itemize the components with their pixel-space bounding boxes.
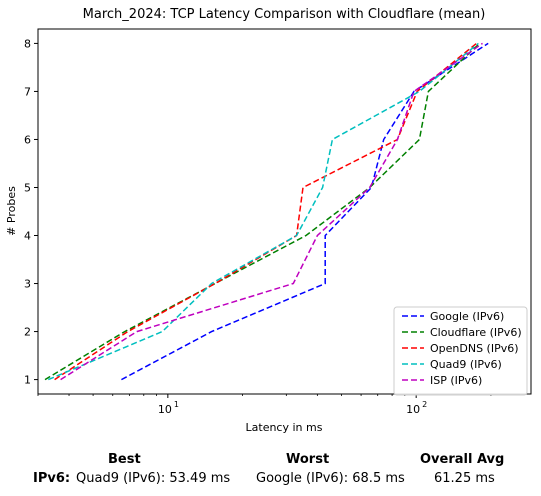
- y-tick-label: 4: [24, 230, 31, 243]
- legend-label: ISP (IPv6): [430, 374, 482, 387]
- legend-box: [393, 306, 528, 396]
- series-line: [60, 42, 483, 381]
- worst-heading: Worst: [286, 452, 330, 467]
- row-label: IPv6: [33, 471, 65, 486]
- x-tick-exponent: 1: [174, 400, 179, 409]
- worst-value: Google (IPv6): 68.5 ms: [256, 471, 405, 486]
- y-tick-label: 7: [24, 85, 31, 98]
- y-tick-label: 6: [24, 133, 31, 146]
- plot-frame: [37, 28, 532, 395]
- series-line: [48, 42, 479, 381]
- x-axis-label: Latency in ms: [246, 421, 323, 434]
- y-tick-label: 8: [24, 37, 31, 50]
- y-axis-label: # Probes: [5, 186, 18, 236]
- x-tick-exponent: 2: [422, 400, 427, 409]
- legend-label: Quad9 (IPv6): [430, 358, 502, 371]
- y-tick-label: 1: [24, 374, 31, 387]
- summary-row-label: IPv6:: [33, 471, 70, 486]
- avg-heading: Overall Avg: [420, 452, 505, 467]
- avg-value: 61.25 ms: [434, 471, 495, 486]
- x-tick-label: 10: [406, 403, 420, 416]
- legend: Google (IPv6) Cloudflare (IPv6) OpenDNS (I…: [393, 306, 528, 396]
- legend-label: OpenDNS (IPv6): [430, 342, 519, 355]
- legend-label: Google (IPv6): [430, 310, 504, 323]
- y-tick-label: 2: [24, 326, 31, 339]
- best-value: Quad9 (IPv6): 53.49 ms: [76, 471, 231, 486]
- series-line: [121, 42, 489, 381]
- best-heading: Best: [108, 452, 141, 467]
- row-label-colon: :: [64, 471, 71, 486]
- legend-label: Cloudflare (IPv6): [430, 326, 522, 339]
- x-tick-label: 10: [158, 403, 172, 416]
- chart-title: March_2024: TCP Latency Comparison with …: [83, 7, 486, 22]
- series-line: [44, 42, 481, 381]
- series-line: [54, 42, 477, 381]
- y-tick-label: 3: [24, 278, 31, 291]
- y-tick-label: 5: [24, 181, 31, 194]
